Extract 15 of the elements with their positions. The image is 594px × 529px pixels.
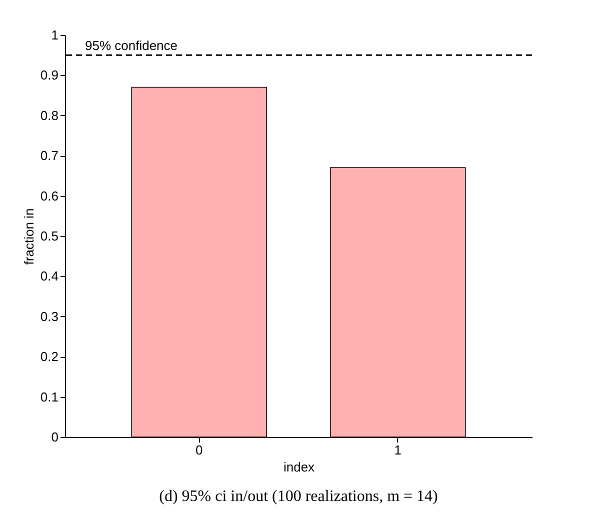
y-tick-label: 0.1: [40, 389, 58, 404]
y-tick-label: 0.6: [40, 188, 58, 204]
y-axis-title: fraction in: [21, 208, 36, 265]
y-tick-label: 1: [51, 28, 58, 42]
text: (d) 95% ci in/out (100 realizations, m = 14): [159, 488, 438, 505]
y-tick-label: 0.7: [40, 148, 58, 164]
y-tick-label: 0.9: [40, 68, 58, 83]
ref-line-label: 95% confidence: [85, 38, 178, 54]
y-tick-label: 0.2: [40, 349, 58, 364]
x-axis-title: index: [283, 460, 316, 474]
y-tick-label: 0.4: [40, 268, 58, 284]
y-tick-label: 0.3: [40, 308, 58, 324]
y-tick-label: 0.8: [40, 108, 58, 123]
y-tick-label: 0.5: [40, 228, 58, 244]
y-tick-label: 0: [51, 430, 58, 444]
